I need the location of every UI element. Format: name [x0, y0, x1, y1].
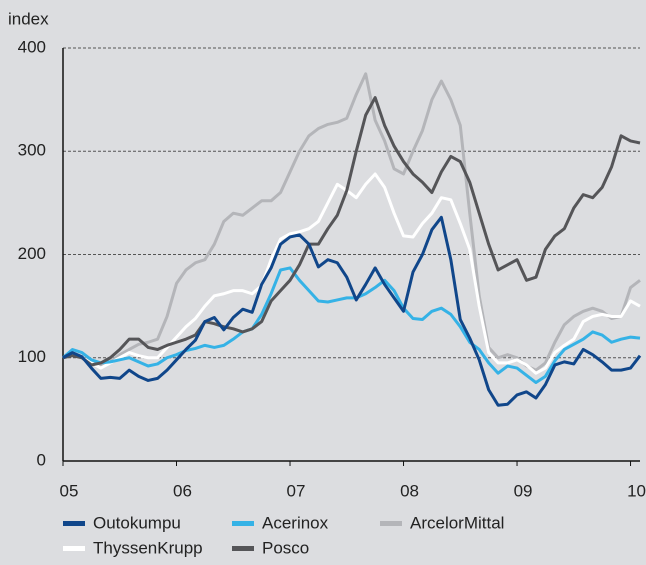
legend-label: ThyssenKrupp — [93, 538, 203, 557]
x-tick-label: 05 — [60, 481, 79, 500]
line — [62, 96, 641, 367]
y-tick-label: 0 — [37, 450, 46, 469]
legend-swatch — [232, 521, 254, 526]
legend-label: Outokumpu — [93, 513, 181, 532]
line — [62, 72, 641, 372]
legend-label: ArcelorMittal — [410, 513, 504, 532]
legend-label: Acerinox — [262, 513, 329, 532]
x-tick-label: 07 — [287, 481, 306, 500]
legend-label: Posco — [262, 538, 309, 557]
y-axis-label: index — [8, 9, 49, 28]
legend-swatch — [380, 521, 402, 526]
legend-swatch — [232, 546, 254, 551]
x-tick-label: 10 — [627, 481, 646, 500]
legend-swatch — [63, 546, 85, 551]
legend-swatch — [63, 521, 85, 526]
line — [62, 266, 641, 385]
x-tick-label: 08 — [400, 481, 419, 500]
x-tick-label: 09 — [514, 481, 533, 500]
line — [62, 172, 641, 375]
x-tick-label: 06 — [173, 481, 192, 500]
y-tick-label: 200 — [18, 244, 46, 263]
y-tick-label: 400 — [18, 37, 46, 56]
line — [62, 215, 642, 407]
y-tick-label: 300 — [18, 141, 46, 160]
y-tick-label: 100 — [18, 347, 46, 366]
